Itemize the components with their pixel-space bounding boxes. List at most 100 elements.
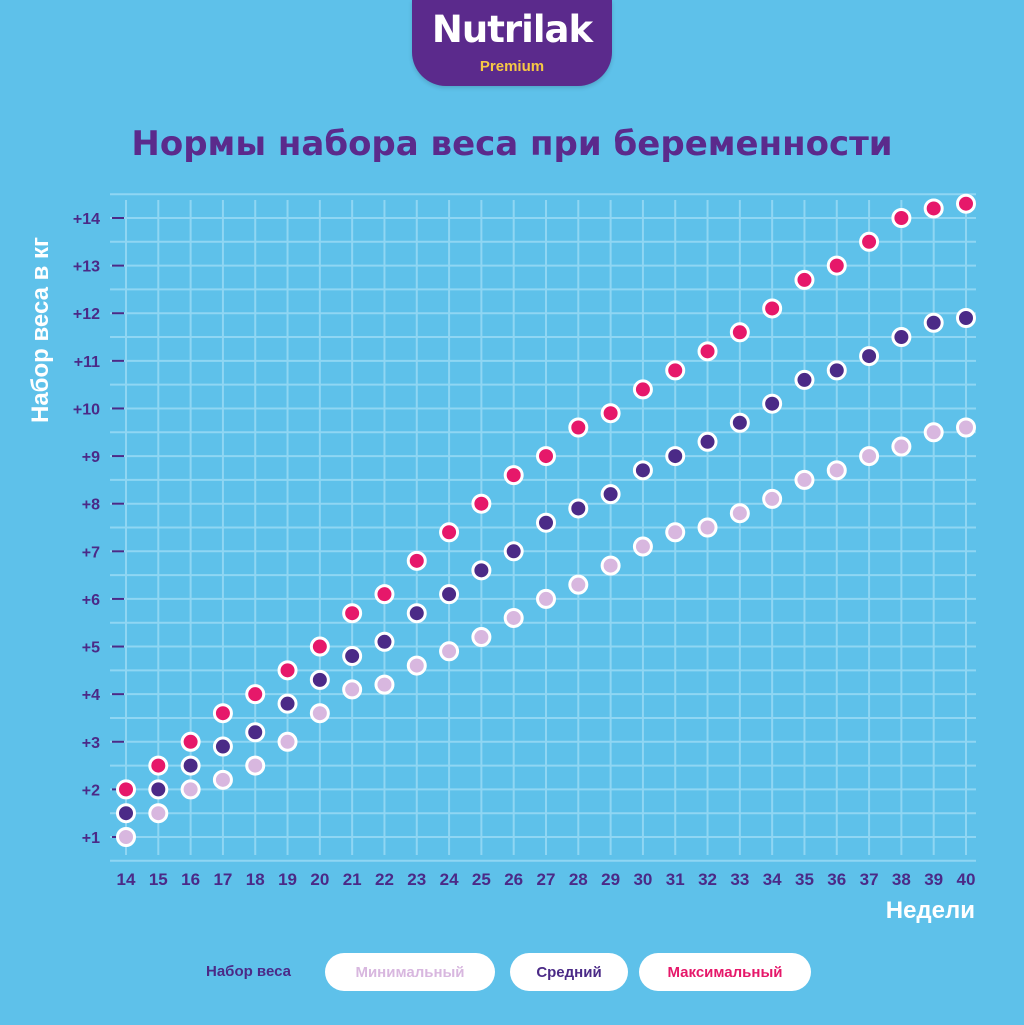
data-point xyxy=(406,655,427,676)
series-average xyxy=(116,307,976,824)
data-point xyxy=(245,755,266,776)
data-point xyxy=(600,484,621,505)
data-point xyxy=(406,603,427,624)
legend: Набор веса Минимальный Средний Максималь… xyxy=(0,953,1024,993)
data-point xyxy=(568,498,589,519)
x-tick-label: 26 xyxy=(504,870,523,889)
x-tick-label: 30 xyxy=(633,870,652,889)
data-point xyxy=(891,327,912,348)
x-tick-label: 18 xyxy=(246,870,265,889)
x-tick-label: 22 xyxy=(375,870,394,889)
x-tick-label: 17 xyxy=(213,870,232,889)
data-point xyxy=(632,536,653,557)
x-tick-label: 40 xyxy=(957,870,976,889)
x-tick-label: 27 xyxy=(537,870,556,889)
x-axis-title: Недели xyxy=(886,897,975,924)
logo-subtitle: Premium xyxy=(479,58,545,75)
data-point xyxy=(148,803,169,824)
data-point xyxy=(212,736,233,757)
y-tick-label: +13 xyxy=(73,259,100,276)
data-point xyxy=(277,731,298,752)
data-point xyxy=(729,412,750,433)
data-point xyxy=(794,369,815,390)
data-point xyxy=(826,360,847,381)
y-tick-label: +7 xyxy=(82,544,100,561)
data-point xyxy=(439,641,460,662)
y-tick-label: +10 xyxy=(73,401,100,418)
data-point xyxy=(245,722,266,743)
brand-logo: Nutrilak Premium xyxy=(412,0,612,86)
data-point xyxy=(212,703,233,724)
data-point xyxy=(891,208,912,228)
legend-average[interactable]: Средний xyxy=(510,953,628,991)
x-tick-label: 33 xyxy=(730,870,749,889)
data-point xyxy=(536,588,556,609)
data-point xyxy=(956,307,976,328)
x-tick-label: 15 xyxy=(149,870,168,889)
x-tick-label: 19 xyxy=(278,870,297,889)
y-axis-title: Набор веса в кг xyxy=(27,237,54,423)
x-tick-label: 23 xyxy=(407,870,426,889)
x-tick-label: 39 xyxy=(924,870,943,889)
data-point xyxy=(956,193,976,214)
y-tick-label: +8 xyxy=(82,497,100,514)
x-tick-label: 37 xyxy=(860,870,879,889)
data-point xyxy=(116,779,136,800)
grid xyxy=(110,193,976,862)
x-tick-label: 28 xyxy=(569,870,588,889)
data-point xyxy=(600,403,621,424)
data-point xyxy=(471,493,492,514)
data-point xyxy=(180,731,201,752)
legend-maximal-label: Максимальный xyxy=(667,963,783,981)
data-point xyxy=(762,488,783,509)
data-point xyxy=(374,674,395,695)
y-tick-label: +12 xyxy=(73,306,100,323)
y-tick-label: +9 xyxy=(82,449,100,466)
data-point xyxy=(665,522,686,543)
y-tick-label: +6 xyxy=(82,592,100,609)
data-point xyxy=(923,198,944,219)
data-point xyxy=(180,779,201,800)
legend-maximal[interactable]: Максимальный xyxy=(639,953,811,991)
data-point xyxy=(794,469,815,490)
x-tick-label: 14 xyxy=(117,870,136,889)
data-point xyxy=(729,503,750,524)
data-point xyxy=(180,755,201,776)
data-point xyxy=(471,560,492,581)
data-point xyxy=(568,574,589,595)
data-point xyxy=(342,679,363,700)
legend-minimal[interactable]: Минимальный xyxy=(325,953,495,991)
data-point xyxy=(503,607,524,628)
data-point xyxy=(374,584,395,605)
logo-name: Nutrilak xyxy=(431,8,593,51)
data-point xyxy=(342,646,363,667)
data-point xyxy=(406,550,427,571)
data-point xyxy=(729,322,750,343)
x-tick-label: 31 xyxy=(666,870,685,889)
data-point xyxy=(826,460,847,481)
x-tick-label: 34 xyxy=(763,870,782,889)
chart-title: Нормы набора веса при беременности xyxy=(131,124,893,164)
data-point xyxy=(923,312,944,333)
data-point xyxy=(891,436,912,457)
data-point xyxy=(697,517,718,538)
x-tick-label: 21 xyxy=(343,870,362,889)
y-tick-label: +11 xyxy=(74,354,100,371)
legend-label: Набор веса xyxy=(206,963,291,980)
data-point xyxy=(309,703,330,724)
legend-average-label: Средний xyxy=(536,963,602,981)
data-point xyxy=(277,693,298,714)
series-maximal xyxy=(116,193,976,800)
data-point xyxy=(536,512,556,533)
data-point xyxy=(600,555,621,576)
data-point xyxy=(665,360,686,381)
y-tick-label: +2 xyxy=(82,782,100,799)
data-point xyxy=(697,341,718,362)
data-point xyxy=(148,779,169,800)
data-point xyxy=(309,636,330,657)
x-tick-label: 25 xyxy=(472,870,491,889)
data-point xyxy=(762,393,783,414)
data-point xyxy=(503,541,524,562)
data-point xyxy=(309,669,330,690)
